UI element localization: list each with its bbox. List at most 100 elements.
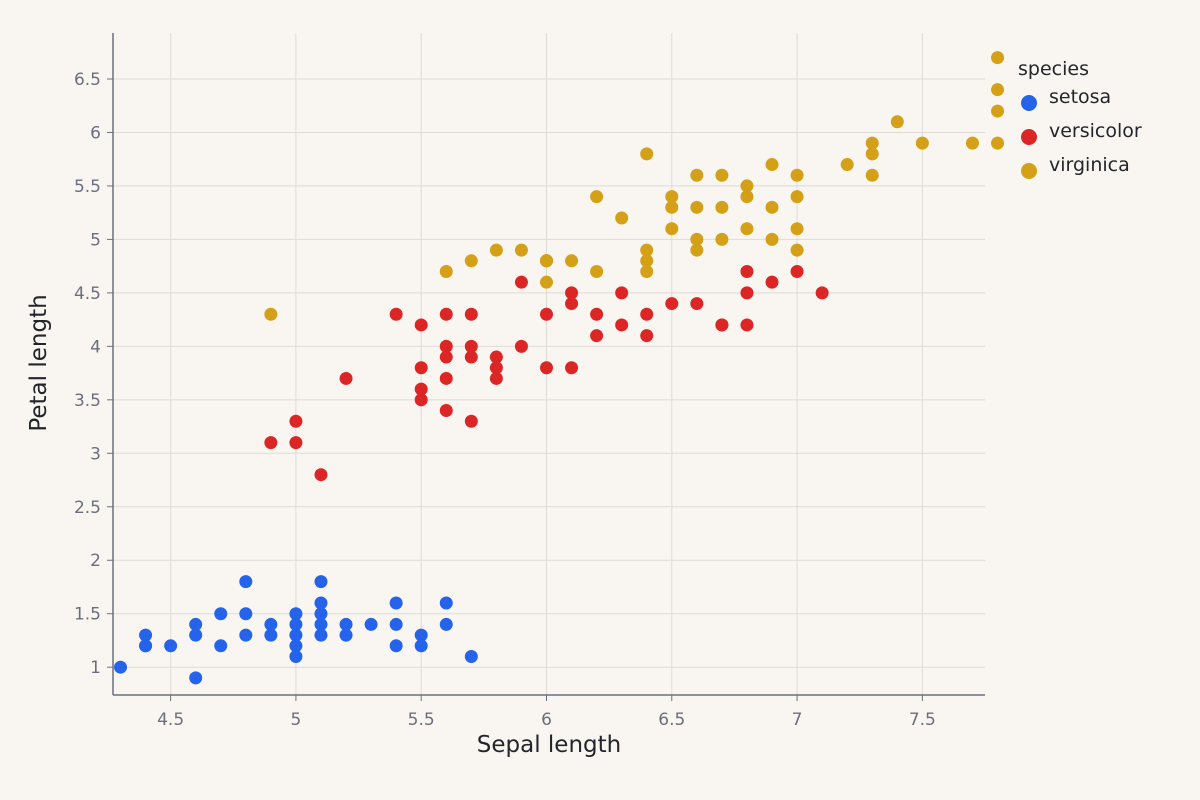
data-point-virginica [690, 168, 704, 182]
y-tick-label: 2 [90, 551, 101, 571]
data-point-versicolor [464, 339, 478, 353]
legend-marker-versicolor [1021, 129, 1037, 145]
data-point-virginica [915, 136, 929, 150]
data-point-versicolor [615, 286, 629, 300]
data-point-versicolor [464, 414, 478, 428]
data-point-versicolor [439, 307, 453, 321]
data-point-versicolor [439, 339, 453, 353]
data-point-versicolor [464, 307, 478, 321]
data-point-setosa [289, 649, 303, 663]
data-point-setosa [414, 628, 428, 642]
data-point-versicolor [464, 350, 478, 364]
data-point-versicolor [640, 329, 654, 343]
data-point-virginica [690, 200, 704, 214]
data-point-versicolor [389, 307, 403, 321]
y-tick-label: 3.5 [74, 391, 101, 411]
legend-label-virginica: virginica [1049, 154, 1130, 176]
data-point-virginica [740, 222, 754, 236]
y-tick-label: 6.5 [74, 70, 101, 90]
y-tick-label: 1 [90, 658, 101, 678]
data-point-setosa [314, 617, 328, 631]
data-point-setosa [289, 628, 303, 642]
x-tick-labels: 4.5 5 5.5 6 6.5 7 7.5 [157, 710, 936, 730]
data-point-virginica [539, 254, 553, 268]
data-point-versicolor [665, 297, 679, 311]
data-point-versicolor [314, 468, 328, 482]
data-point-versicolor [815, 286, 829, 300]
legend-title: species [1018, 58, 1089, 80]
data-point-setosa [264, 617, 278, 631]
data-point-versicolor [740, 264, 754, 278]
y-tick-label: 4.5 [74, 284, 101, 304]
x-tick-label: 7 [792, 710, 803, 730]
data-point-versicolor [339, 371, 353, 385]
data-point-versicolor [740, 286, 754, 300]
data-point-versicolor [439, 371, 453, 385]
data-point-versicolor [640, 307, 654, 321]
legend: species setosa versicolor virginica [1018, 58, 1142, 179]
y-tick-labels: 1 1.5 2 2.5 3 3.5 4 4.5 5 5.5 6 6.5 [74, 70, 101, 678]
data-point-setosa [214, 607, 228, 621]
data-point-versicolor [414, 382, 428, 396]
data-point-setosa [264, 628, 278, 642]
data-point-versicolor [264, 436, 278, 450]
data-points [114, 51, 1005, 685]
data-point-virginica [865, 147, 879, 161]
data-point-setosa [289, 607, 303, 621]
data-point-virginica [765, 158, 779, 172]
y-tick-label: 5 [90, 230, 101, 250]
data-point-virginica [965, 136, 979, 150]
data-point-virginica [991, 136, 1005, 150]
data-point-virginica [765, 200, 779, 214]
data-point-versicolor [514, 275, 528, 289]
data-point-setosa [364, 617, 378, 631]
data-point-setosa [439, 596, 453, 610]
legend-items: setosa versicolor virginica [1021, 86, 1142, 179]
data-point-versicolor [590, 307, 604, 321]
data-point-setosa [339, 617, 353, 631]
data-point-virginica [640, 254, 654, 268]
x-tick-label: 4.5 [157, 710, 184, 730]
grid-lines [107, 33, 985, 701]
data-point-virginica [690, 232, 704, 246]
data-point-virginica [740, 179, 754, 193]
data-point-virginica [840, 158, 854, 172]
data-point-versicolor [439, 350, 453, 364]
data-point-setosa [339, 628, 353, 642]
data-point-versicolor [715, 318, 729, 332]
y-tick-label: 5.5 [74, 177, 101, 197]
data-point-setosa [239, 607, 253, 621]
data-point-setosa [289, 617, 303, 631]
data-point-setosa [314, 575, 328, 589]
data-point-virginica [640, 243, 654, 257]
x-axis-title: Sepal length [477, 732, 621, 758]
data-point-setosa [164, 639, 178, 653]
data-point-versicolor [539, 361, 553, 375]
data-point-virginica [539, 275, 553, 289]
axes [112, 33, 985, 696]
data-point-versicolor [289, 414, 303, 428]
data-point-versicolor [740, 318, 754, 332]
data-point-virginica [565, 254, 579, 268]
data-point-versicolor [790, 264, 804, 278]
data-point-versicolor [414, 361, 428, 375]
data-point-virginica [790, 168, 804, 182]
data-point-versicolor [489, 371, 503, 385]
data-point-virginica [991, 83, 1005, 97]
data-point-virginica [790, 243, 804, 257]
x-tick-label: 5.5 [408, 710, 435, 730]
data-point-virginica [790, 222, 804, 236]
data-point-virginica [715, 200, 729, 214]
data-point-setosa [389, 617, 403, 631]
data-point-virginica [489, 243, 503, 257]
data-point-setosa [439, 617, 453, 631]
data-point-versicolor [615, 318, 629, 332]
data-point-setosa [314, 607, 328, 621]
data-point-virginica [514, 243, 528, 257]
data-point-versicolor [690, 297, 704, 311]
data-point-virginica [264, 307, 278, 321]
data-point-versicolor [565, 297, 579, 311]
data-point-versicolor [514, 339, 528, 353]
